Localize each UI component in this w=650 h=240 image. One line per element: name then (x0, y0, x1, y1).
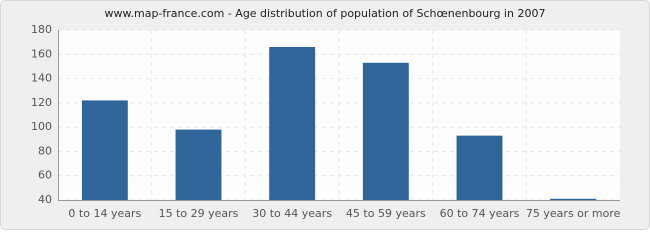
x-tick-label: 45 to 59 years (346, 207, 426, 220)
x-tick-label: 60 to 74 years (440, 207, 520, 220)
bar (175, 129, 222, 200)
y-tick-label: 180 (31, 23, 52, 36)
bar (550, 198, 597, 200)
x-tick-label: 0 to 14 years (68, 207, 141, 220)
bar (269, 47, 316, 200)
bar (362, 62, 409, 201)
y-tick-label: 60 (38, 169, 52, 182)
x-tick-label: 15 to 29 years (159, 207, 239, 220)
y-tick-label: 100 (31, 120, 52, 133)
chart-title: www.map-france.com - Age distribution of… (105, 7, 546, 20)
y-tick-label: 40 (38, 193, 52, 206)
y-tick-label: 80 (38, 144, 52, 157)
plot-area (58, 30, 620, 200)
y-tick-label: 160 (31, 47, 52, 60)
bar (456, 135, 503, 200)
y-tick-label: 120 (31, 96, 52, 109)
chart: www.map-france.com - Age distribution of… (0, 0, 650, 230)
y-tick-label: 140 (31, 72, 52, 85)
x-tick-label: 30 to 44 years (252, 207, 332, 220)
x-tick-label: 75 years or more (526, 207, 621, 220)
bar (81, 100, 128, 200)
